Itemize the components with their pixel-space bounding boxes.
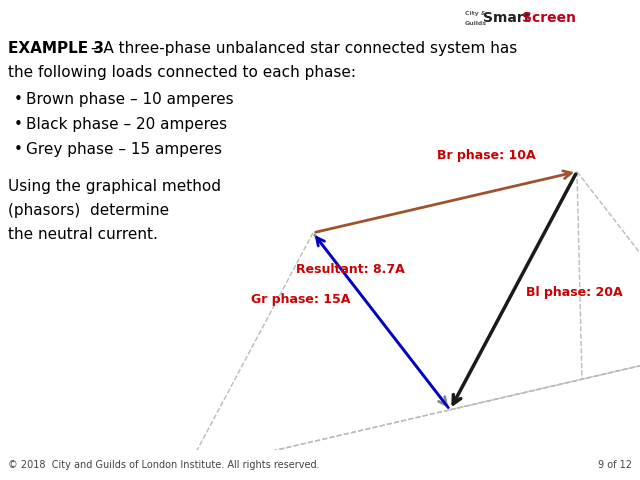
Text: Guilds: Guilds [465, 21, 487, 25]
Text: EXAMPLE 3: EXAMPLE 3 [8, 40, 104, 56]
Text: •: • [14, 92, 23, 107]
Text: Screen: Screen [522, 11, 576, 25]
Text: City &: City & [465, 11, 486, 15]
Text: Using the graphical method: Using the graphical method [8, 179, 221, 194]
Text: Level 3 Diploma in: Level 3 Diploma in [10, 13, 117, 23]
Text: •: • [14, 117, 23, 132]
Text: the following loads connected to each phase:: the following loads connected to each ph… [8, 64, 356, 80]
Text: Gr phase: 15A: Gr phase: 15A [251, 293, 350, 307]
Text: Resultant: 8.7A: Resultant: 8.7A [296, 263, 404, 276]
Text: Electrical Installations (Buildings and Structures): Electrical Installations (Buildings and … [97, 13, 404, 23]
Text: Black phase – 20 amperes: Black phase – 20 amperes [26, 117, 227, 132]
Text: Bl phase: 20A: Bl phase: 20A [525, 286, 622, 299]
FancyBboxPatch shape [458, 1, 634, 34]
Text: 9 of 12: 9 of 12 [598, 460, 632, 470]
Text: – A three-phase unbalanced star connected system has: – A three-phase unbalanced star connecte… [86, 40, 517, 56]
Text: the neutral current.: the neutral current. [8, 228, 158, 242]
Text: Brown phase – 10 amperes: Brown phase – 10 amperes [26, 92, 234, 107]
Text: © 2018  City and Guilds of London Institute. All rights reserved.: © 2018 City and Guilds of London Institu… [8, 460, 319, 470]
Text: •: • [14, 142, 23, 157]
Text: Br phase: 10A: Br phase: 10A [437, 148, 536, 161]
Text: Grey phase – 15 amperes: Grey phase – 15 amperes [26, 142, 222, 157]
Text: Smart: Smart [483, 11, 531, 25]
Text: (phasors)  determine: (phasors) determine [8, 204, 169, 218]
